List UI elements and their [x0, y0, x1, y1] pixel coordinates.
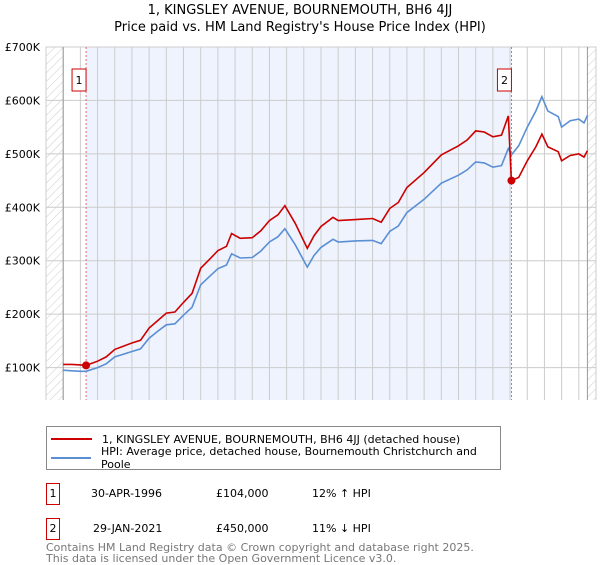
y-tick-label: £700K: [5, 41, 41, 54]
transaction-price: £104,000: [216, 487, 269, 500]
sale-label-box: [71, 68, 87, 92]
legend-label-property: 1, KINGSLEY AVENUE, BOURNEMOUTH, BH6 4JJ…: [102, 432, 461, 446]
legend-item-hpi: HPI: Average price, detached house, Bour…: [51, 445, 500, 471]
footer: Contains HM Land Registry data © Crown c…: [46, 542, 474, 564]
legend-swatch-hpi: [51, 457, 91, 459]
legend: 1, KINGSLEY AVENUE, BOURNEMOUTH, BH6 4JJ…: [46, 426, 501, 471]
y-tick-label: £100K: [5, 362, 41, 375]
hatched-region: [587, 47, 596, 400]
transaction-hpi-diff: 12% ↑ HPI: [312, 487, 371, 500]
series-line-property: [63, 115, 589, 367]
sale-point: [507, 176, 516, 185]
y-tick-label: £600K: [5, 94, 41, 107]
footer-copyright: Contains HM Land Registry data © Crown c…: [46, 541, 474, 554]
y-tick-label: £400K: [5, 201, 41, 214]
hatched-region: [46, 47, 64, 400]
transaction-row: 1 30-APR-1996 £104,000 12% ↑ HPI: [46, 483, 546, 505]
ownership-shade: [86, 47, 512, 400]
series-line-hpi: [63, 94, 589, 373]
transaction-price: £450,000: [216, 522, 269, 535]
footer-licence: This data is licensed under the Open Gov…: [46, 552, 397, 565]
transaction-marker: 2: [46, 518, 60, 540]
sale-label: 1: [76, 74, 83, 87]
chart-subtitle: Price paid vs. HM Land Registry's House …: [114, 20, 486, 35]
sale-point: [82, 361, 91, 370]
legend-swatch-property: [51, 438, 92, 440]
y-tick-label: £500K: [5, 148, 41, 161]
transaction-date: 30-APR-1996: [91, 487, 163, 500]
transaction-marker: 1: [46, 483, 60, 505]
transaction-hpi-diff: 11% ↓ HPI: [312, 522, 371, 535]
legend-item-property: 1, KINGSLEY AVENUE, BOURNEMOUTH, BH6 4JJ…: [51, 430, 460, 448]
transaction-date: 29-JAN-2021: [93, 522, 163, 535]
sale-label-box: [496, 68, 512, 92]
y-tick-label: £200K: [5, 308, 41, 321]
chart-title: 1, KINGSLEY AVENUE, BOURNEMOUTH, BH6 4JJ: [147, 3, 453, 18]
sale-label: 2: [501, 74, 508, 87]
legend-label-hpi: HPI: Average price, detached house, Bour…: [101, 445, 477, 471]
transaction-row: 2 29-JAN-2021 £450,000 11% ↓ HPI: [46, 518, 546, 540]
y-tick-label: £300K: [5, 255, 41, 268]
price-chart: 1994199519961997199819992000200120022003…: [5, 41, 597, 400]
